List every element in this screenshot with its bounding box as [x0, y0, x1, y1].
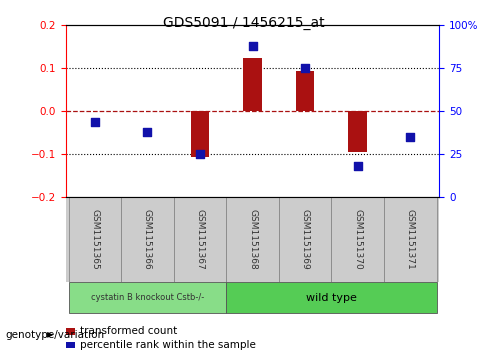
- Bar: [66, 342, 75, 348]
- Point: [91, 119, 99, 125]
- Point: [143, 129, 151, 135]
- Bar: [191, 111, 209, 156]
- Bar: [68, 282, 226, 313]
- Point: [248, 43, 257, 49]
- Text: GSM1151371: GSM1151371: [406, 209, 415, 270]
- Text: wild type: wild type: [306, 293, 357, 303]
- Bar: [68, 197, 121, 281]
- Text: GSM1151368: GSM1151368: [248, 209, 257, 270]
- Bar: [226, 197, 279, 281]
- Bar: [121, 197, 174, 281]
- Point: [354, 164, 362, 170]
- Bar: [279, 197, 331, 281]
- Bar: [296, 70, 314, 111]
- Text: GSM1151365: GSM1151365: [90, 209, 99, 270]
- Text: GSM1151369: GSM1151369: [301, 209, 309, 270]
- Point: [407, 134, 414, 140]
- Text: transformed count: transformed count: [80, 326, 177, 337]
- Text: GDS5091 / 1456215_at: GDS5091 / 1456215_at: [163, 16, 325, 30]
- Bar: [244, 58, 262, 111]
- Text: percentile rank within the sample: percentile rank within the sample: [80, 340, 255, 350]
- Bar: [66, 328, 75, 335]
- Bar: [174, 197, 226, 281]
- Text: GSM1151367: GSM1151367: [196, 209, 204, 270]
- Bar: [348, 111, 367, 152]
- Bar: [226, 282, 437, 313]
- Text: cystatin B knockout Cstb-/-: cystatin B knockout Cstb-/-: [91, 293, 204, 302]
- Point: [196, 151, 204, 157]
- Text: GSM1151370: GSM1151370: [353, 209, 362, 270]
- Bar: [384, 197, 437, 281]
- Text: GSM1151366: GSM1151366: [143, 209, 152, 270]
- Text: genotype/variation: genotype/variation: [5, 330, 104, 340]
- Point: [301, 65, 309, 71]
- Bar: [331, 197, 384, 281]
